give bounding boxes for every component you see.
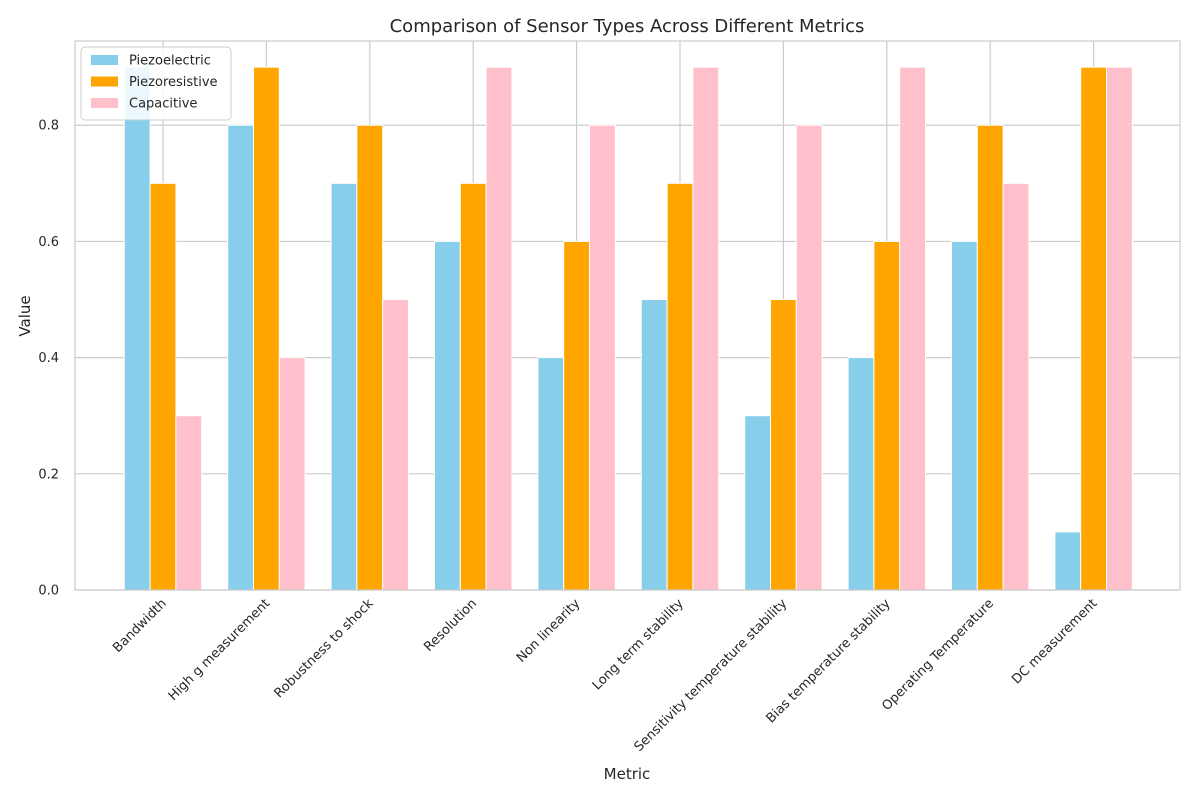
bar-capacitive-7 xyxy=(899,66,927,591)
bar-capacitive-9 xyxy=(1106,66,1133,591)
plot-frame xyxy=(74,40,1181,591)
bar-piezoresistive-3 xyxy=(459,182,487,591)
bar-piezoelectric-9 xyxy=(1054,531,1082,591)
legend-label-capacitive: Capacitive xyxy=(129,97,197,112)
bar-piezoresistive-7 xyxy=(873,240,901,591)
bar-piezoelectric-6 xyxy=(744,415,772,591)
y-tick-label: 0.2 xyxy=(38,467,59,482)
bar-piezoelectric-1 xyxy=(227,124,254,591)
bar-capacitive-1 xyxy=(278,357,306,591)
legend-label-piezoresistive: Piezoresistive xyxy=(129,75,218,90)
bar-piezoelectric-3 xyxy=(434,240,461,591)
bar-capacitive-6 xyxy=(795,124,823,591)
bar-capacitive-0 xyxy=(175,415,203,591)
x-axis-title: Metric xyxy=(604,765,651,783)
bar-piezoresistive-9 xyxy=(1080,66,1107,591)
legend-box xyxy=(80,46,232,121)
y-tick-label: 0.0 xyxy=(38,584,59,599)
bar-capacitive-8 xyxy=(1002,182,1030,591)
y-tick-label: 0.8 xyxy=(38,119,59,134)
y-tick-label: 0.4 xyxy=(38,351,59,366)
bars xyxy=(123,66,1133,591)
bar-piezoresistive-1 xyxy=(253,66,280,591)
bar-capacitive-5 xyxy=(692,66,720,591)
bar-piezoresistive-8 xyxy=(976,124,1004,591)
bar-piezoresistive-6 xyxy=(770,299,797,591)
bar-piezoresistive-0 xyxy=(149,182,177,591)
bar-piezoelectric-2 xyxy=(330,182,358,591)
legend: Piezoelectric Piezoresistive Capacitive xyxy=(80,46,232,121)
bar-piezoresistive-2 xyxy=(356,124,384,591)
bar-piezoresistive-4 xyxy=(563,240,591,591)
bar-capacitive-2 xyxy=(382,299,410,591)
legend-swatch-piezoelectric xyxy=(91,55,118,65)
legend-label-piezoelectric: Piezoelectric xyxy=(129,54,211,69)
bar-piezoelectric-7 xyxy=(847,357,875,591)
bar-capacitive-4 xyxy=(589,124,616,591)
chart-title: Comparison of Sensor Types Across Differ… xyxy=(390,16,865,37)
bar-piezoelectric-4 xyxy=(537,357,565,591)
legend-swatch-capacitive xyxy=(91,98,118,108)
bar-piezoresistive-5 xyxy=(666,182,694,591)
bar-piezoelectric-8 xyxy=(951,240,978,591)
y-tick-label: 0.6 xyxy=(38,235,59,250)
legend-swatch-piezoresistive xyxy=(91,76,118,87)
y-tick-labels: 0.0 0.2 0.4 0.6 0.8 xyxy=(38,119,59,599)
bar-piezoelectric-5 xyxy=(640,299,668,591)
bar-piezoelectric-0 xyxy=(123,66,151,591)
y-axis-title: Value xyxy=(16,295,34,336)
bar-capacitive-3 xyxy=(485,66,513,591)
